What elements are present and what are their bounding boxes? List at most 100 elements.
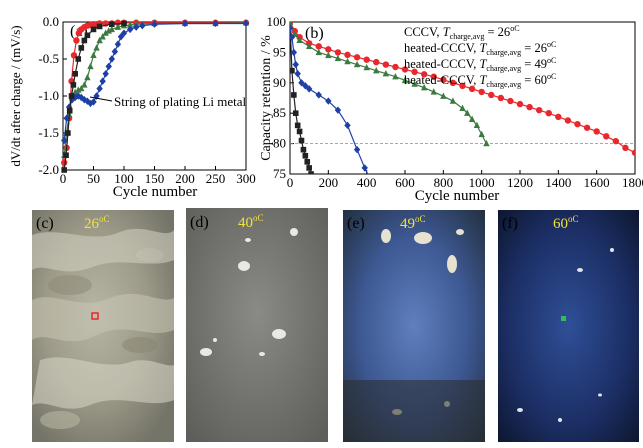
b-data-point (296, 128, 303, 135)
a-data-point (99, 33, 106, 40)
a-data-point (117, 33, 125, 41)
photo-d-label: (d) (190, 214, 209, 231)
a-data-point (96, 23, 103, 30)
b-legend-entry: heated-CCCV, Tcharge,avg = 49oC (404, 56, 556, 73)
b-data-point (302, 152, 309, 159)
b-data-point (631, 149, 635, 156)
b-data-point (344, 121, 351, 130)
a-data-point (84, 73, 91, 81)
a-data-point (63, 152, 69, 158)
photo-e-label: (e) (347, 215, 365, 232)
panel-a-x-axis-label: Cycle number (113, 184, 198, 200)
b-data-point (555, 113, 562, 121)
photo-f-marker (561, 316, 566, 321)
b-ytick-label: 85 (273, 105, 286, 120)
b-data-point (298, 137, 305, 144)
a-data-point (78, 45, 85, 51)
a-series-2 (61, 19, 250, 145)
b-legend-entry: heated-CCCV, Tcharge,avg = 26oC (404, 40, 556, 57)
panel-b: (b) 75 80 85 90 95 100 0 200 400 600 800 1000 1200 1… (259, 14, 643, 204)
a-ytick-label: 0.0 (43, 14, 59, 29)
a-data-point (87, 99, 94, 108)
photo-f-label: (f) (502, 215, 518, 232)
b-series-1 (290, 22, 635, 156)
b-data-point (478, 88, 485, 96)
photo-c-texture (32, 228, 174, 429)
a-data-point (65, 103, 73, 111)
b-ytick-label: 95 (273, 44, 286, 59)
a-data-point (87, 62, 94, 70)
b-series-2 (290, 22, 490, 147)
b-data-point (325, 46, 332, 53)
b-data-point (478, 130, 485, 138)
a-xtick-label: 100 (114, 171, 134, 186)
b-data-point (344, 51, 351, 59)
b-data-point (440, 76, 447, 83)
a-data-point (102, 70, 109, 78)
b-data-point (353, 54, 361, 61)
b-legend-entry: CCCV, Tcharge,avg = 26oC (404, 24, 520, 41)
b-data-point (430, 73, 437, 80)
b-data-point (308, 171, 314, 174)
a-data-point (242, 19, 250, 28)
b-data-point (305, 42, 313, 50)
a-data-point (108, 55, 115, 63)
b-xtick-label: 600 (395, 175, 415, 190)
photo-e: (e) 49oC (343, 210, 485, 442)
a-data-point (81, 96, 88, 104)
b-xtick-label: 800 (434, 175, 454, 190)
b-data-point (468, 85, 476, 93)
b-data-point (488, 91, 495, 99)
b-xtick-label: 1800 (622, 175, 643, 190)
photo-c-temperature: 26oC (84, 214, 110, 232)
b-data-point (622, 144, 629, 152)
b-data-point (612, 137, 620, 145)
a-data-point (108, 25, 115, 33)
a-series-1 (61, 19, 250, 158)
b-data-point (449, 97, 457, 104)
b-data-point (315, 48, 322, 56)
b-data-point (300, 146, 307, 153)
b-data-point (449, 79, 457, 87)
a-xtick-label: 250 (206, 171, 226, 186)
b-data-point (294, 69, 301, 78)
a-data-point (105, 62, 112, 71)
b-data-point (430, 88, 437, 95)
a-data-point (139, 22, 146, 30)
b-data-point (483, 139, 490, 147)
a-data-point (61, 167, 68, 173)
b-data-point (353, 145, 361, 154)
b-data-point (545, 110, 552, 117)
b-data-point (468, 115, 476, 122)
panel-a: (a) -2.0-1.5-1.0-0.50.0 0501001502002503… (8, 14, 256, 200)
b-data-point (473, 121, 481, 129)
photo-e-temperature: 49oC (400, 214, 426, 232)
a-data-point (81, 81, 88, 88)
panel-a-x-ticks: 0 50 100 150 200 250 300 (60, 166, 256, 186)
a-series-0 (61, 19, 250, 166)
b-data-point (459, 104, 466, 112)
a-data-point (90, 51, 97, 58)
a-xtick-label: 300 (236, 171, 256, 186)
panel-b-frame (289, 21, 636, 175)
b-data-point (290, 22, 294, 25)
a-xtick-label: 0 (60, 171, 67, 186)
b-legend-entry: heated-CCCV, Tcharge,avg = 60oC (404, 72, 556, 89)
b-data-point (334, 54, 342, 62)
b-data-point (325, 51, 332, 59)
a-xtick-label: 200 (175, 171, 195, 186)
a-xtick-label: 150 (145, 171, 165, 186)
a-data-point (212, 19, 219, 28)
b-series-3 (290, 24, 369, 174)
b-data-point (420, 71, 428, 78)
panel-b-series (290, 22, 635, 174)
photo-f: (f) 60oC (498, 210, 639, 442)
b-xtick-label: 1400 (545, 175, 571, 190)
a-data-point (99, 77, 106, 85)
photo-d-spots (200, 228, 298, 356)
a-data-point (121, 20, 127, 27)
photo-f-temperature: 60oC (553, 214, 579, 232)
b-data-point (382, 61, 390, 68)
a-ytick-label: -2.0 (38, 162, 59, 177)
